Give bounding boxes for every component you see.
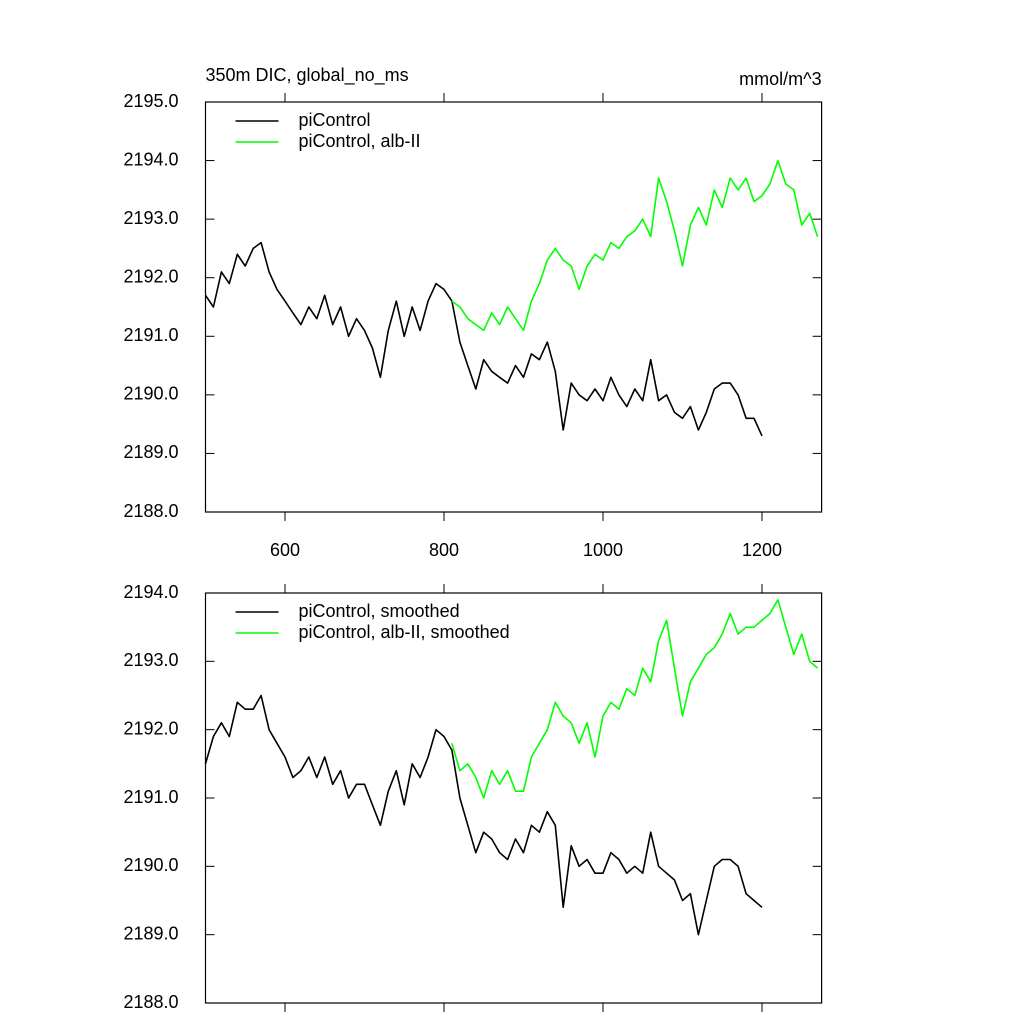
plot-frame	[204, 101, 823, 513]
y-tick-label: 2194.0	[123, 582, 178, 602]
x-tick-label: 1200	[742, 540, 782, 560]
y-tick-label: 2189.0	[123, 923, 178, 943]
chart-title: 350m DIC, global_no_ms	[206, 65, 409, 86]
y-tick-label: 2191.0	[123, 325, 178, 345]
y-tick-label: 2192.0	[123, 718, 178, 738]
legend-label: piControl	[299, 110, 371, 130]
y-tick-label: 2190.0	[123, 384, 178, 404]
y-tick-label: 2195.0	[123, 91, 178, 111]
y-tick-label: 2188.0	[123, 501, 178, 521]
plot-frame	[204, 592, 823, 1004]
series-line	[451, 599, 819, 799]
y-tick-label: 2190.0	[123, 855, 178, 875]
y-tick-label: 2194.0	[123, 149, 178, 169]
series-line	[204, 241, 763, 437]
y-tick-label: 2193.0	[123, 650, 178, 670]
series-line	[451, 159, 819, 332]
series-line	[204, 694, 763, 936]
x-tick-label: 1000	[583, 540, 623, 560]
x-tick-label: 800	[429, 540, 459, 560]
y-tick-label: 2193.0	[123, 208, 178, 228]
x-tick-label: 600	[270, 540, 300, 560]
y-tick-label: 2192.0	[123, 266, 178, 286]
y-tick-label: 2191.0	[123, 787, 178, 807]
legend-label: piControl, alb-II	[299, 131, 421, 151]
y-tick-label: 2188.0	[123, 992, 178, 1012]
y-tick-label: 2189.0	[123, 442, 178, 462]
units-label: mmol/m^3	[739, 69, 821, 89]
legend-label: piControl, alb-II, smoothed	[299, 622, 510, 642]
legend-label: piControl, smoothed	[299, 601, 460, 621]
